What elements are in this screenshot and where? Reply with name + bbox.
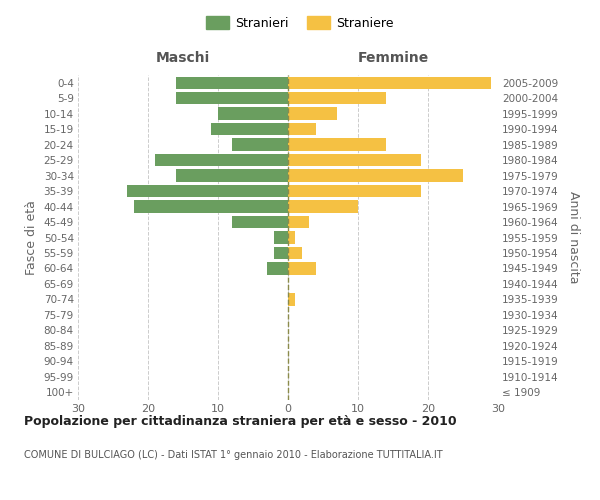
- Bar: [232, 138, 288, 151]
- Bar: [232, 216, 288, 228]
- Bar: [288, 293, 295, 306]
- Bar: [288, 154, 421, 166]
- Y-axis label: Fasce di età: Fasce di età: [25, 200, 38, 275]
- Bar: [288, 92, 386, 104]
- Bar: [134, 200, 288, 212]
- Text: Femmine: Femmine: [358, 51, 428, 65]
- Bar: [218, 108, 288, 120]
- Bar: [155, 154, 288, 166]
- Bar: [176, 92, 288, 104]
- Bar: [288, 232, 295, 243]
- Bar: [274, 232, 288, 243]
- Y-axis label: Anni di nascita: Anni di nascita: [567, 191, 580, 284]
- Bar: [127, 185, 288, 198]
- Bar: [288, 262, 316, 274]
- Text: COMUNE DI BULCIAGO (LC) - Dati ISTAT 1° gennaio 2010 - Elaborazione TUTTITALIA.I: COMUNE DI BULCIAGO (LC) - Dati ISTAT 1° …: [24, 450, 443, 460]
- Bar: [176, 76, 288, 89]
- Bar: [288, 108, 337, 120]
- Bar: [267, 262, 288, 274]
- Bar: [288, 138, 386, 151]
- Bar: [288, 247, 302, 259]
- Bar: [288, 76, 491, 89]
- Bar: [288, 200, 358, 212]
- Bar: [288, 170, 463, 182]
- Text: Popolazione per cittadinanza straniera per età e sesso - 2010: Popolazione per cittadinanza straniera p…: [24, 415, 457, 428]
- Legend: Stranieri, Straniere: Stranieri, Straniere: [202, 11, 398, 35]
- Text: Maschi: Maschi: [156, 51, 210, 65]
- Bar: [176, 170, 288, 182]
- Bar: [288, 123, 316, 136]
- Bar: [288, 216, 309, 228]
- Bar: [288, 185, 421, 198]
- Bar: [211, 123, 288, 136]
- Bar: [274, 247, 288, 259]
